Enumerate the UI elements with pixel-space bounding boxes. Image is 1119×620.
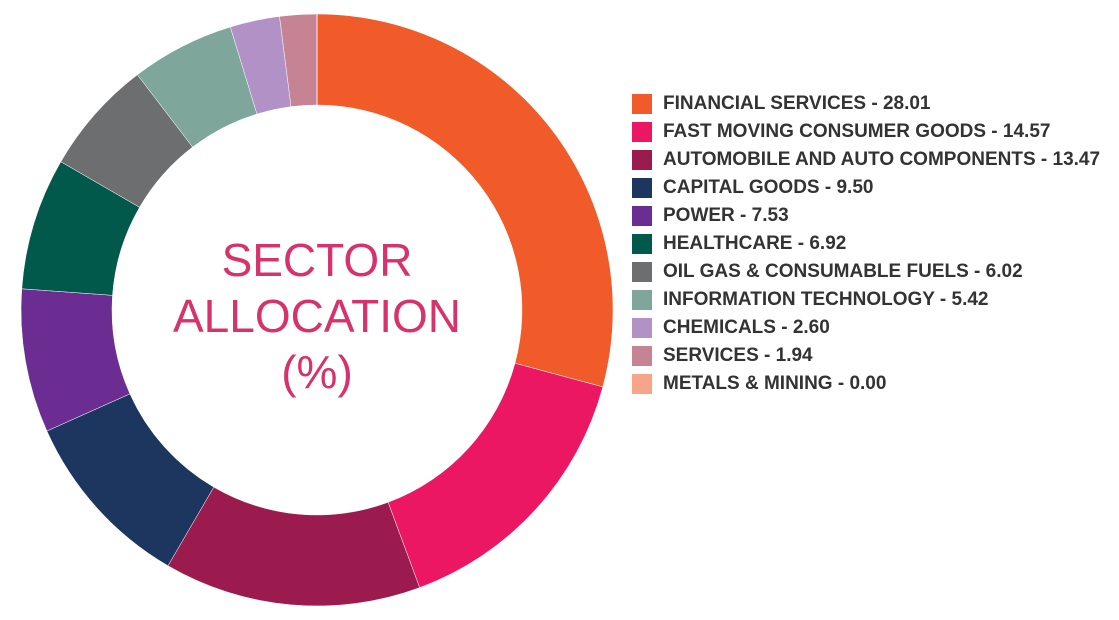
legend-label: OIL GAS & CONSUMABLE FUELS - 6.02 <box>663 261 1023 282</box>
legend-swatch <box>632 150 652 170</box>
legend-item: SERVICES - 1.94 <box>632 344 1107 368</box>
legend-label: CAPITAL GOODS - 9.50 <box>663 177 874 198</box>
legend-label: HEALTHCARE - 6.92 <box>663 233 847 254</box>
legend-swatch <box>632 374 652 394</box>
legend-item: AUTOMOBILE AND AUTO COMPONENTS - 13.47 <box>632 148 1107 172</box>
legend-swatch <box>632 346 652 366</box>
legend-item: INFORMATION TECHNOLOGY - 5.42 <box>632 288 1107 312</box>
legend-swatch <box>632 318 652 338</box>
legend-item: FAST MOVING CONSUMER GOODS - 14.57 <box>632 120 1107 144</box>
legend-label: SERVICES - 1.94 <box>663 345 813 366</box>
donut-slice <box>167 486 420 607</box>
legend-swatch <box>632 262 652 282</box>
legend: FINANCIAL SERVICES - 28.01 FAST MOVING CO… <box>632 92 1107 400</box>
legend-label: POWER - 7.53 <box>663 205 789 226</box>
donut-slice <box>316 13 614 388</box>
legend-swatch <box>632 206 652 226</box>
legend-label: METALS & MINING - 0.00 <box>663 373 887 394</box>
legend-label: AUTOMOBILE AND AUTO COMPONENTS - 13.47 <box>663 149 1101 170</box>
legend-swatch <box>632 94 652 114</box>
legend-label: FINANCIAL SERVICES - 28.01 <box>663 93 931 114</box>
legend-label: CHEMICALS - 2.60 <box>663 317 830 338</box>
legend-item: POWER - 7.53 <box>632 204 1107 228</box>
legend-swatch <box>632 290 652 310</box>
donut-chart <box>20 13 614 607</box>
legend-item: METALS & MINING - 0.00 <box>632 372 1107 396</box>
legend-item: HEALTHCARE - 6.92 <box>632 232 1107 256</box>
center-text: SECTOR ALLOCATION (%) <box>173 234 461 398</box>
legend-item: FINANCIAL SERVICES - 28.01 <box>632 92 1107 116</box>
legend-swatch <box>632 234 652 254</box>
legend-item: CAPITAL GOODS - 9.50 <box>632 176 1107 200</box>
legend-swatch <box>632 178 652 198</box>
legend-item: OIL GAS & CONSUMABLE FUELS - 6.02 <box>632 260 1107 284</box>
legend-label: FAST MOVING CONSUMER GOODS - 14.57 <box>663 121 1051 142</box>
legend-label: INFORMATION TECHNOLOGY - 5.42 <box>663 289 989 310</box>
legend-item: CHEMICALS - 2.60 <box>632 316 1107 340</box>
legend-swatch <box>632 122 652 142</box>
